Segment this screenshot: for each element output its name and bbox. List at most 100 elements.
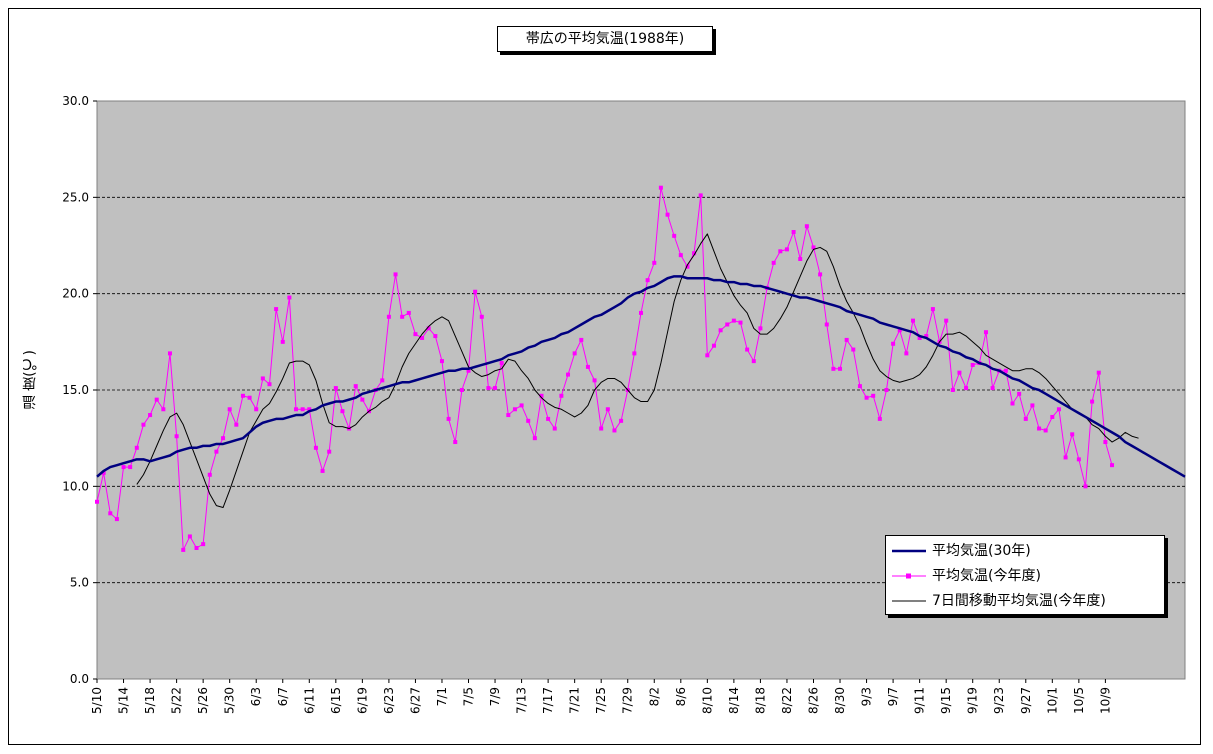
y-tick-labels: 0.0 5.0 10.0 15.0 20.0 25.0 30.0: [62, 94, 97, 686]
x-tick-label: 10/1: [1045, 687, 1059, 714]
data-point-this-year: [864, 395, 869, 400]
data-point-this-year: [221, 436, 226, 441]
data-point-this-year: [718, 328, 723, 333]
x-tick-label: 8/22: [780, 687, 794, 714]
data-point-this-year: [957, 370, 962, 375]
data-point-this-year: [811, 245, 816, 250]
x-tick-label: 8/26: [806, 687, 820, 714]
data-point-this-year: [340, 409, 345, 414]
data-point-this-year: [280, 339, 285, 344]
data-point-this-year: [512, 407, 517, 412]
x-tick-label: 10/9: [1098, 687, 1112, 714]
data-point-this-year: [539, 393, 544, 398]
data-point-this-year: [420, 335, 425, 340]
data-point-this-year: [857, 384, 862, 389]
x-tick-label: 6/19: [355, 687, 369, 714]
x-tick-label: 9/23: [992, 687, 1006, 714]
data-point-this-year: [559, 393, 564, 398]
x-tick-label: 10/5: [1072, 687, 1086, 714]
data-point-this-year: [406, 310, 411, 315]
data-point-this-year: [413, 332, 418, 337]
x-tick-label: 7/29: [621, 687, 635, 714]
data-point-this-year: [745, 347, 750, 352]
data-point-this-year: [891, 341, 896, 346]
data-point-this-year: [1030, 403, 1035, 408]
x-tick-label: 7/25: [594, 687, 608, 714]
data-point-this-year: [95, 499, 99, 504]
x-tick-label: 5/26: [196, 687, 210, 714]
data-point-this-year: [632, 351, 637, 356]
data-point-this-year: [1096, 370, 1101, 375]
data-point-this-year: [1010, 401, 1015, 406]
data-point-this-year: [214, 449, 219, 454]
data-point-this-year: [924, 334, 929, 339]
data-point-this-year: [360, 397, 365, 402]
data-point-this-year: [300, 407, 305, 412]
data-point-this-year: [1083, 484, 1088, 489]
x-tick-label: 6/27: [408, 687, 422, 714]
x-tick-label: 9/15: [939, 687, 953, 714]
y-tick-label: 25.0: [62, 190, 89, 204]
x-tick-label: 8/18: [753, 687, 767, 714]
data-point-this-year: [1070, 432, 1075, 437]
data-point-this-year: [1103, 440, 1108, 445]
data-point-this-year: [174, 434, 179, 439]
x-tick-label: 7/13: [515, 687, 529, 714]
x-tick-label: 8/14: [727, 687, 741, 714]
data-point-this-year: [672, 233, 677, 238]
data-point-this-year: [738, 320, 743, 325]
y-tick-label: 10.0: [62, 479, 89, 493]
data-point-this-year: [499, 361, 504, 366]
data-point-this-year: [645, 278, 650, 283]
x-tick-label: 8/10: [700, 687, 714, 714]
data-point-this-year: [386, 314, 391, 319]
data-point-this-year: [526, 418, 531, 423]
data-point-this-year: [426, 326, 431, 331]
data-point-this-year: [831, 366, 836, 371]
x-tick-label: 7/5: [462, 687, 476, 706]
data-point-this-year: [844, 337, 849, 342]
x-tick-label: 7/17: [541, 687, 555, 714]
data-point-this-year: [307, 407, 312, 412]
data-point-this-year: [446, 416, 451, 421]
data-point-this-year: [247, 395, 252, 400]
x-tick-label: 6/3: [249, 687, 263, 706]
x-tick-label: 6/15: [329, 687, 343, 714]
data-point-this-year: [128, 465, 133, 470]
series-line-moving-average: [136, 233, 1139, 509]
data-point-this-year: [327, 449, 332, 454]
data-point-this-year: [1076, 457, 1081, 462]
data-point-this-year: [207, 472, 212, 477]
data-point-this-year: [459, 388, 464, 392]
data-point-this-year: [990, 386, 995, 391]
data-point-this-year: [532, 436, 537, 441]
data-point-this-year: [804, 224, 809, 229]
data-point-this-year: [585, 364, 590, 369]
data-point-this-year: [658, 185, 663, 190]
data-point-this-year: [798, 256, 803, 261]
data-point-this-year: [705, 353, 710, 358]
data-point-this-year: [771, 260, 776, 265]
data-point-this-year: [161, 407, 166, 412]
y-tick-label: 30.0: [62, 94, 89, 108]
data-point-this-year: [439, 359, 444, 364]
data-point-this-year: [1017, 391, 1022, 396]
legend-label-30yr: 平均気温(30年): [932, 543, 1031, 559]
data-point-this-year: [665, 212, 670, 217]
data-point-this-year: [897, 328, 902, 333]
data-point-this-year: [698, 193, 703, 198]
data-point-this-year: [187, 534, 192, 539]
data-point-this-year: [473, 289, 478, 294]
data-point-this-year: [619, 418, 624, 423]
data-point-this-year: [964, 386, 969, 391]
data-point-this-year: [479, 314, 484, 319]
data-point-this-year: [313, 445, 318, 450]
data-point-this-year: [167, 351, 172, 356]
data-point-this-year: [1090, 399, 1095, 404]
data-point-this-year: [711, 343, 716, 348]
data-point-this-year: [930, 307, 935, 312]
x-tick-label: 5/18: [143, 687, 157, 714]
x-tick-label: 5/14: [117, 687, 131, 714]
data-point-this-year: [400, 314, 405, 319]
